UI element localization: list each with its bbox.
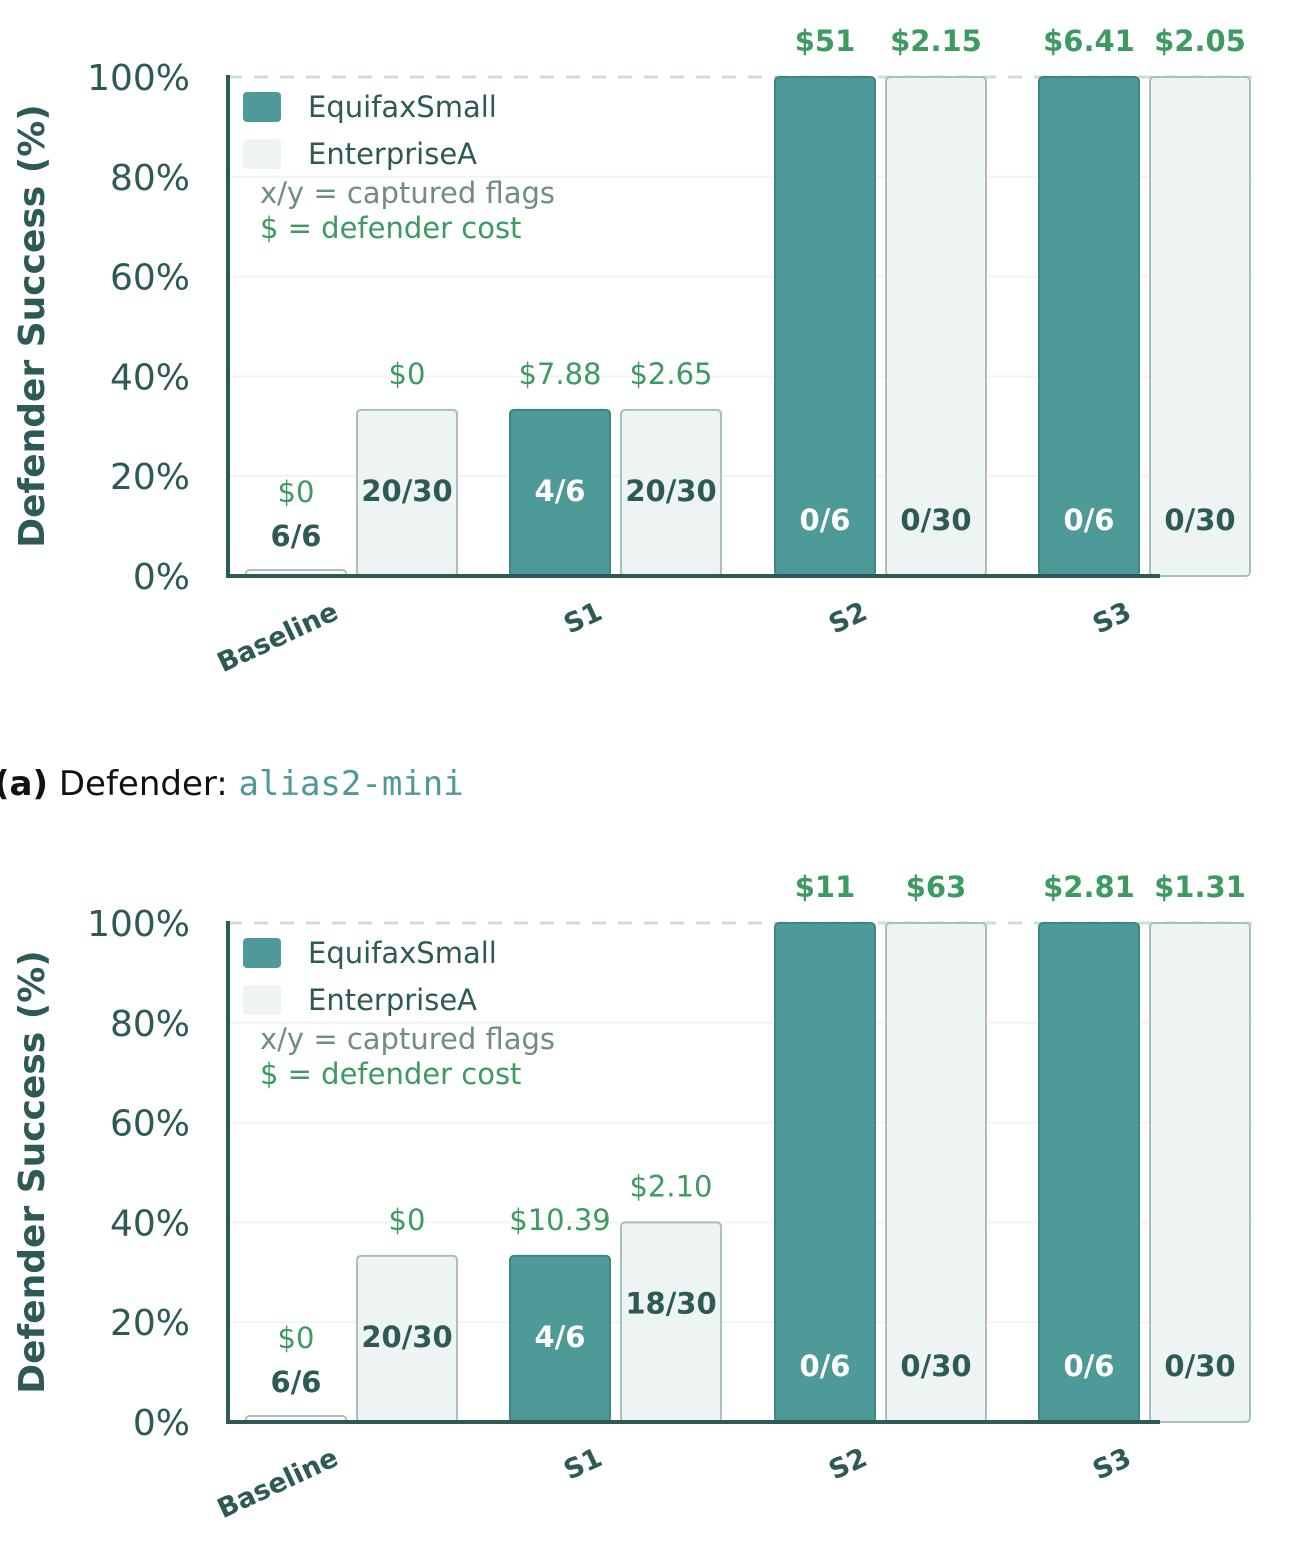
cost-label: $2.65	[629, 357, 712, 391]
legend-note-flags: x/y = captured flags	[260, 176, 555, 210]
y-tick-label: 20%	[110, 1303, 190, 1344]
flags-label: 20/30	[361, 1320, 452, 1354]
y-tick-label: 80%	[110, 158, 190, 199]
bar-enterprisea-s3	[1149, 76, 1251, 577]
y-axis-label: Defender Success (%)	[12, 950, 53, 1394]
flags-label: 20/30	[361, 474, 452, 508]
bar-enterprisea-s3	[1149, 922, 1251, 1423]
legend-label: EnterpriseA	[308, 983, 477, 1017]
legend-label: EquifaxSmall	[308, 936, 497, 970]
bar-equifaxsmall-s2	[774, 76, 876, 577]
caption-text: Defender:	[58, 764, 228, 804]
legend-note-cost: $ = defender cost	[260, 211, 521, 245]
y-tick-label: 0%	[133, 557, 190, 598]
y-tick-label: 80%	[110, 1004, 190, 1045]
legend-note-cost: $ = defender cost	[260, 1057, 521, 1091]
legend-note-flags: x/y = captured flags	[260, 1022, 555, 1056]
flags-label: 0/30	[900, 503, 971, 537]
cost-label: $0	[278, 475, 315, 509]
legend-swatch-enterprisea	[243, 985, 281, 1015]
x-tick-label: S3	[1088, 1442, 1136, 1486]
cost-label: $11	[795, 870, 856, 904]
cost-label: $0	[278, 1321, 315, 1355]
bar-enterprisea-s2	[885, 76, 987, 577]
bar-equifaxsmall-s3	[1038, 76, 1140, 577]
flags-label: 0/30	[900, 1349, 971, 1383]
legend-swatch-equifaxsmall	[243, 92, 281, 122]
cost-label: $2.05	[1154, 24, 1246, 58]
y-tick-label: 20%	[110, 457, 190, 498]
flags-label: 0/6	[800, 1349, 851, 1383]
flags-label: 6/6	[271, 519, 322, 553]
cost-label: $51	[795, 24, 856, 58]
caption-a: (a) Defender: alias2-mini	[0, 764, 464, 804]
chart-panel-b: 0% 20% 40% 60% 80% 100% Defender Success (%) $0…	[12, 870, 1252, 1525]
caption-model: alias2-mini	[238, 764, 464, 804]
flags-label: 0/30	[1164, 503, 1235, 537]
cost-label: $1.31	[1154, 870, 1246, 904]
cost-label: $6.41	[1043, 24, 1135, 58]
y-tick-label: 40%	[110, 357, 190, 398]
cost-label: $63	[906, 870, 967, 904]
cost-label: $10.39	[509, 1203, 610, 1237]
y-tick-label: 100%	[87, 58, 190, 99]
flags-label: 20/30	[625, 474, 716, 508]
x-tick-label: S3	[1088, 596, 1136, 640]
x-tick-label: S2	[824, 1442, 872, 1486]
bar-equifaxsmall-s3	[1038, 922, 1140, 1423]
flags-label: 6/6	[271, 1365, 322, 1399]
flags-label: 4/6	[535, 1320, 586, 1354]
x-tick-label: Baseline	[213, 1442, 343, 1525]
cost-label: $0	[389, 1203, 426, 1237]
flags-label: 18/30	[625, 1286, 716, 1320]
cost-label: $2.15	[890, 24, 982, 58]
flags-label: 0/30	[1164, 1349, 1235, 1383]
y-tick-label: 100%	[87, 904, 190, 945]
bar-enterprisea-s1	[620, 1221, 722, 1423]
y-axis-label: Defender Success (%)	[12, 104, 53, 548]
y-tick-label: 0%	[133, 1403, 190, 1444]
flags-label: 0/6	[800, 503, 851, 537]
chart-panel-a: 0% 20% 40% 60% 80% 100% Defender Success (%) $0…	[12, 24, 1252, 679]
legend-label: EquifaxSmall	[308, 90, 497, 124]
legend-swatch-enterprisea	[243, 139, 281, 169]
bar-equifaxsmall-s2	[774, 922, 876, 1423]
x-tick-label: Baseline	[213, 596, 343, 679]
caption-label: (a)	[0, 764, 49, 804]
cost-label: $2.81	[1043, 870, 1135, 904]
flags-label: 0/6	[1064, 503, 1115, 537]
legend-swatch-equifaxsmall	[243, 938, 281, 968]
y-tick-label: 40%	[110, 1203, 190, 1244]
bar-enterprisea-s2	[885, 922, 987, 1423]
y-tick-label: 60%	[110, 258, 190, 299]
y-tick-label: 60%	[110, 1104, 190, 1145]
flags-label: 4/6	[535, 474, 586, 508]
cost-label: $0	[389, 357, 426, 391]
legend-label: EnterpriseA	[308, 137, 477, 171]
x-tick-label: S1	[559, 1442, 607, 1486]
cost-label: $2.10	[629, 1169, 712, 1203]
cost-label: $7.88	[518, 357, 601, 391]
x-tick-label: S2	[824, 596, 872, 640]
flags-label: 0/6	[1064, 1349, 1115, 1383]
x-tick-label: S1	[559, 596, 607, 640]
